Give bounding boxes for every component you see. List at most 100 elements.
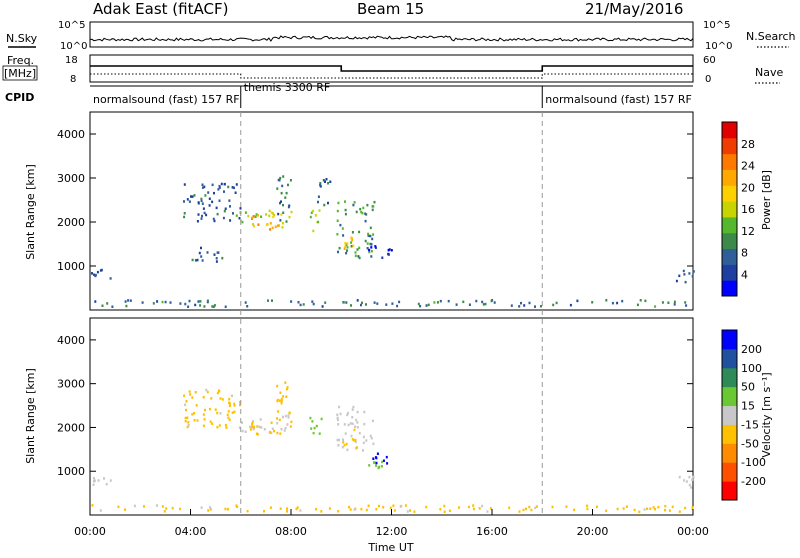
heatmap-cell <box>211 305 214 308</box>
heatmap-cell <box>236 505 239 508</box>
heatmap-cell <box>111 305 114 308</box>
heatmap-cell <box>92 483 95 486</box>
heatmap-cell <box>202 413 205 416</box>
heatmap-cell <box>392 504 395 507</box>
heatmap-cell <box>323 203 326 207</box>
heatmap-cell <box>534 305 536 308</box>
heatmap-cell <box>287 414 290 417</box>
y-tick-label: 4000 <box>57 334 85 347</box>
heatmap-cell <box>184 302 187 306</box>
heatmap-cell <box>191 413 194 416</box>
heatmap-cell <box>518 305 521 308</box>
heatmap-cell <box>320 417 323 421</box>
heatmap-cell <box>621 299 624 303</box>
heatmap-cell <box>309 416 312 420</box>
heatmap-cell <box>233 410 236 414</box>
heatmap-cell <box>215 206 218 210</box>
heatmap-cell <box>200 506 203 509</box>
freq-label: Freq. <box>7 54 34 67</box>
heatmap-cell <box>336 413 339 416</box>
heatmap-cell <box>683 479 686 482</box>
y-tick-label: 4000 <box>57 128 85 141</box>
heatmap-cell <box>246 305 249 308</box>
nsky-label: N.Sky <box>6 32 38 45</box>
heatmap-cell <box>312 229 315 233</box>
heatmap-cell <box>183 394 186 397</box>
heatmap-cell <box>482 303 485 306</box>
colorbar-swatch <box>722 216 737 234</box>
heatmap-cell <box>185 408 187 412</box>
heatmap-cell <box>534 506 537 510</box>
heatmap-cell <box>190 195 192 198</box>
heatmap-cell <box>287 183 289 187</box>
heatmap-cell <box>278 418 281 422</box>
heatmap-cell <box>201 183 204 186</box>
heatmap-cell <box>277 410 280 413</box>
colorbar-swatch <box>722 153 737 170</box>
nave-trace <box>90 73 693 79</box>
cpid-segment-label: normalsound (fast) 157 RF <box>93 93 240 106</box>
heatmap-cell <box>296 506 299 509</box>
heatmap-cell <box>358 256 361 260</box>
heatmap-cell <box>193 412 196 415</box>
heatmap-cell <box>311 420 314 423</box>
x-tick-label: 00:00 <box>677 525 709 538</box>
colorbar-tick-label: 4 <box>741 268 748 281</box>
heatmap-cell <box>279 219 282 222</box>
heatmap-cell <box>271 299 273 302</box>
freq-tick-bottom: 8 <box>70 74 76 85</box>
heatmap-cell <box>235 214 238 217</box>
heatmap-cell <box>366 242 369 245</box>
heatmap-cell <box>355 418 358 422</box>
heatmap-cell <box>552 303 555 307</box>
heatmap-cell <box>218 390 221 393</box>
heatmap-cell <box>169 301 172 304</box>
heatmap-cell <box>337 201 340 205</box>
velocity-panel-frame <box>89 317 694 516</box>
heatmap-cell <box>209 506 212 509</box>
heatmap-cell <box>284 414 287 418</box>
colorbar-tick-label: 12 <box>741 225 755 238</box>
heatmap-cell <box>347 411 350 415</box>
heatmap-cell <box>189 393 192 396</box>
heatmap-cell <box>372 442 375 446</box>
heatmap-cell <box>164 300 167 304</box>
heatmap-cell <box>270 211 273 214</box>
heatmap-cell <box>259 418 262 421</box>
heatmap-cell <box>217 251 220 254</box>
heatmap-cell <box>355 210 358 214</box>
heatmap-cell <box>281 226 284 229</box>
heatmap-cell <box>406 510 409 513</box>
heatmap-cell <box>605 299 608 302</box>
heatmap-cell <box>241 421 243 424</box>
heatmap-cell <box>199 300 202 303</box>
heatmap-cell <box>346 448 349 452</box>
heatmap-cell <box>555 301 558 305</box>
heatmap-cell <box>540 305 542 308</box>
heatmap-cell <box>388 248 391 251</box>
heatmap-cell <box>224 423 227 427</box>
heatmap-cell <box>382 459 385 462</box>
heatmap-cell <box>256 425 259 428</box>
heatmap-cell <box>220 182 223 186</box>
heatmap-cell <box>356 421 359 424</box>
heatmap-cell <box>203 305 206 308</box>
heatmap-cell <box>241 220 244 224</box>
cpid-change-markers <box>240 112 543 515</box>
heatmap-cell <box>204 408 206 412</box>
heatmap-cell <box>342 441 345 444</box>
heatmap-cell <box>688 475 691 479</box>
heatmap-cell <box>684 280 687 284</box>
heatmap-cell <box>204 194 207 197</box>
heatmap-cell <box>249 428 252 431</box>
heatmap-cell <box>336 418 339 421</box>
heatmap-cell <box>191 396 194 399</box>
heatmap-cell <box>233 402 236 406</box>
power-colorbar: 28 24 20 16 12 8 4 <box>721 121 755 297</box>
heatmap-cell <box>203 418 206 421</box>
heatmap-cell <box>229 219 232 222</box>
heatmap-cell <box>346 246 349 249</box>
colorbar-swatch <box>722 424 737 444</box>
heatmap-cell <box>179 507 182 511</box>
